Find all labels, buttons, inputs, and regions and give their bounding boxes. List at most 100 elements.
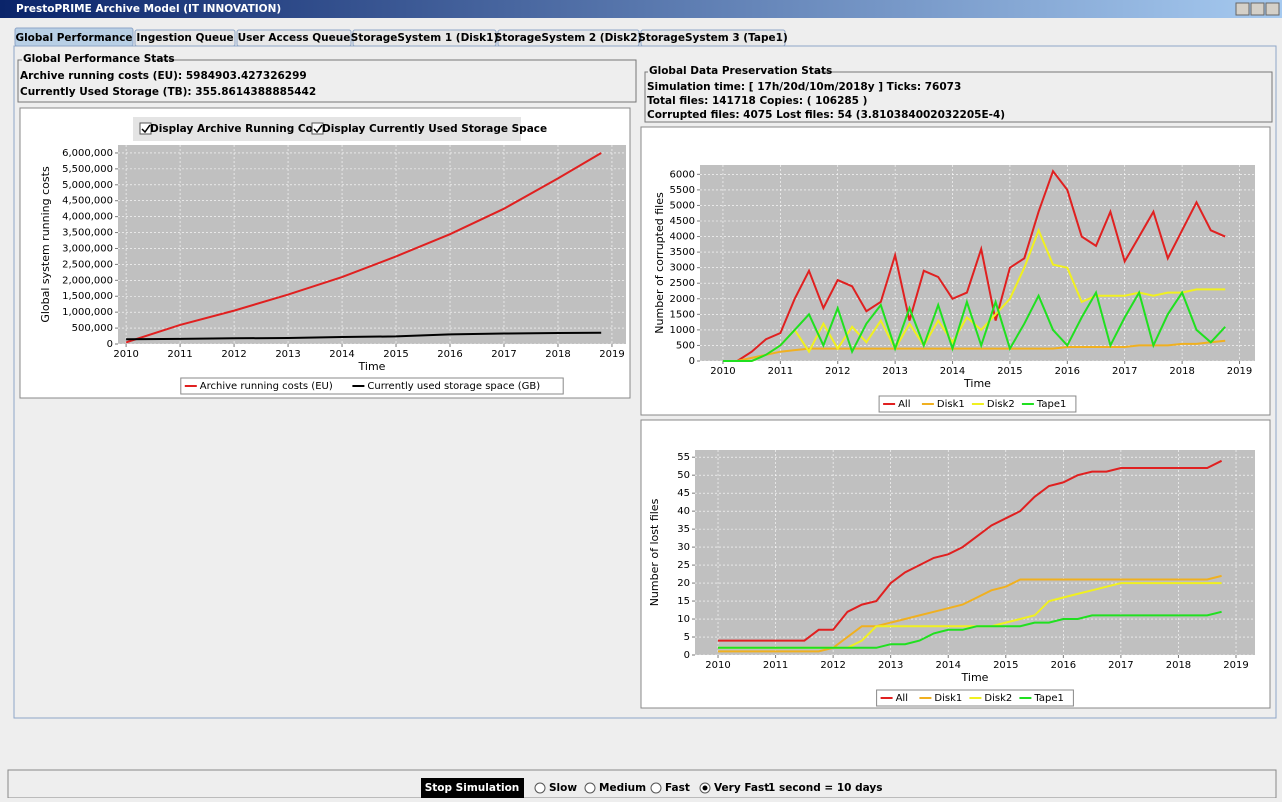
x-tick-label: 2014 [936, 660, 961, 671]
x-tick-label: 2018 [545, 349, 570, 360]
y-tick-label: 2500 [670, 278, 695, 289]
stop-button-label[interactable]: Stop Simulation [425, 782, 520, 794]
y-tick-label: 1,000,000 [62, 307, 113, 318]
y-tick-label: 1000 [670, 325, 695, 336]
legend [180, 377, 564, 395]
checkbox[interactable] [139, 122, 152, 135]
tab[interactable] [352, 29, 497, 47]
y-tick-label: 2000 [670, 294, 695, 305]
tab[interactable] [640, 29, 786, 47]
x-tick-label: 2013 [882, 366, 907, 377]
check-mark [313, 124, 323, 134]
close-button[interactable] [1265, 2, 1280, 16]
radio-dot [702, 785, 708, 791]
x-tick-label: 2010 [705, 660, 730, 671]
y-axis-label: Number of corrupted files [653, 192, 666, 334]
stat-line: Archive running costs (EU): 5984903.4273… [20, 70, 307, 82]
y-tick-label: 30 [677, 542, 690, 553]
x-tick-label: 2017 [1112, 366, 1137, 377]
legend-label: All [898, 399, 910, 410]
rate-label: 1 second = 10 days [768, 782, 883, 794]
y-tick-label: 6,000,000 [62, 148, 113, 159]
x-tick-label: 2016 [437, 349, 462, 360]
y-tick-label: 40 [677, 506, 690, 517]
tab[interactable] [236, 29, 352, 47]
radio[interactable] [534, 782, 546, 794]
maximize-button[interactable] [1250, 2, 1265, 16]
series-line [718, 574, 1222, 653]
stat-line: Simulation time: [ 17h/20d/10m/2018y ] T… [647, 81, 961, 93]
legend-label: Disk1 [934, 693, 962, 704]
x-tick-label: 2017 [491, 349, 516, 360]
x-tick-label: 2019 [599, 349, 624, 360]
x-axis-label: Time [963, 377, 991, 390]
x-tick-label: 2011 [763, 660, 788, 671]
series-line [126, 331, 602, 341]
global-stats-box [17, 59, 637, 103]
global-stats-title: Global Performance Stats [23, 53, 175, 65]
minimize-button[interactable] [1235, 2, 1250, 16]
y-tick-label: 4000 [670, 232, 695, 243]
tab-label[interactable]: Ingestion Queue [136, 32, 233, 44]
checkbox-bar [133, 117, 521, 141]
x-tick-label: 2010 [710, 366, 735, 377]
series-line [125, 152, 602, 344]
legend-label: Archive running costs (EU) [200, 381, 333, 392]
x-tick-label: 2019 [1227, 366, 1252, 377]
y-tick-label: 500 [676, 340, 695, 351]
y-tick-label: 55 [677, 452, 690, 463]
x-tick-label: 2012 [221, 349, 246, 360]
x-tick-label: 2012 [825, 366, 850, 377]
legend-label: Disk1 [937, 399, 965, 410]
y-tick-label: 3000 [670, 263, 695, 274]
tab[interactable] [134, 29, 236, 47]
checkbox-label[interactable]: Display Archive Running Cost [150, 123, 324, 135]
radio-label[interactable]: Medium [599, 782, 646, 794]
window-title: PrestoPRIME Archive Model (IT INNOVATION… [16, 3, 281, 15]
check-mark [141, 124, 151, 134]
tab-label[interactable]: StorageSystem 3 (Tape1) [638, 32, 788, 44]
x-tick-label: 2019 [1223, 660, 1248, 671]
stop-button[interactable] [421, 778, 524, 798]
x-tick-label: 2017 [1108, 660, 1133, 671]
series-line [718, 610, 1222, 649]
tab-label[interactable]: User Access Queue [238, 32, 351, 44]
x-tick-label: 2018 [1169, 366, 1194, 377]
tab-label[interactable]: StorageSystem 2 (Disk2) [495, 32, 643, 44]
y-tick-label: 5,000,000 [62, 180, 113, 191]
tab[interactable] [497, 29, 640, 47]
radio[interactable] [650, 782, 662, 794]
preservation-stats-title: Global Data Preservation Stats [649, 65, 832, 77]
legend-label: Tape1 [1036, 399, 1066, 410]
y-axis-label: Global system running costs [39, 166, 52, 323]
control-bar [7, 769, 1277, 799]
y-tick-label: 4500 [670, 216, 695, 227]
stat-line: Corrupted files: 4075 Lost files: 54 (3.… [647, 109, 1005, 121]
x-tick-label: 2013 [275, 349, 300, 360]
y-tick-label: 4,000,000 [62, 212, 113, 223]
plot-area [695, 450, 1255, 655]
y-tick-label: 0 [684, 650, 690, 661]
x-tick-label: 2014 [329, 349, 354, 360]
x-tick-label: 2015 [993, 660, 1018, 671]
tab-label[interactable]: Global Performance [15, 32, 132, 44]
x-tick-label: 2016 [1051, 660, 1076, 671]
radio[interactable] [584, 782, 596, 794]
title-bar [0, 0, 1282, 18]
y-tick-label: 1,500,000 [62, 291, 113, 302]
x-tick-label: 2013 [878, 660, 903, 671]
radio-label[interactable]: Slow [549, 782, 577, 794]
y-tick-label: 25 [677, 560, 690, 571]
radio-label[interactable]: Very Fast [714, 782, 769, 794]
y-tick-label: 15 [677, 596, 690, 607]
checkbox-label[interactable]: Display Currently Used Storage Space [322, 123, 547, 135]
radio-label[interactable]: Fast [665, 782, 690, 794]
series-line [723, 169, 1226, 362]
x-tick-label: 2015 [383, 349, 408, 360]
tab[interactable] [14, 27, 134, 47]
checkbox[interactable] [311, 122, 324, 135]
tab-label[interactable]: StorageSystem 1 (Disk1) [351, 32, 499, 44]
y-tick-label: 0 [689, 356, 695, 367]
